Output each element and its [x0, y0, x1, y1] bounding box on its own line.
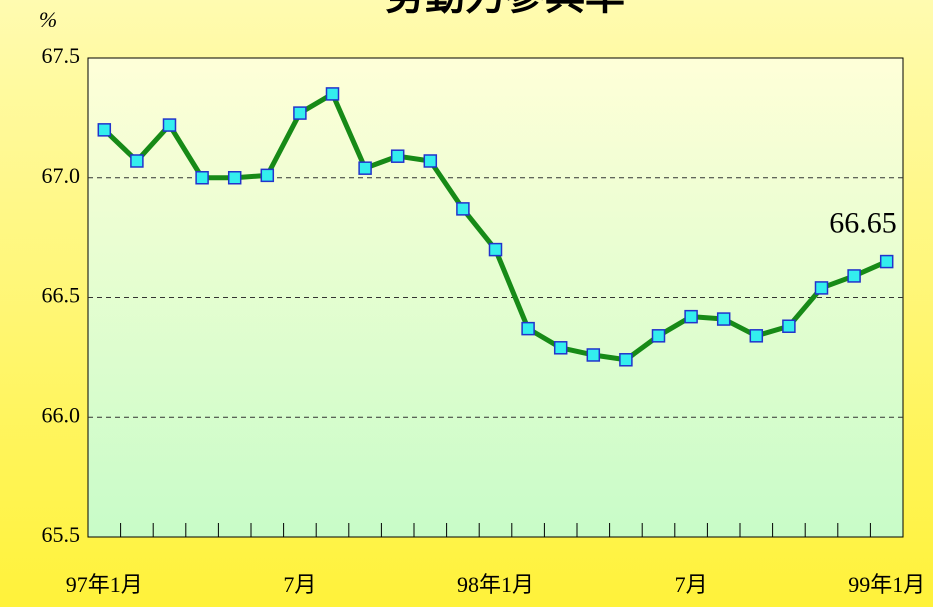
x-tick-label: 7月 — [283, 572, 316, 597]
marker — [423, 154, 438, 168]
marker — [553, 341, 568, 355]
marker — [130, 154, 144, 168]
marker — [651, 329, 666, 343]
marker — [488, 242, 503, 257]
marker — [162, 118, 177, 132]
marker — [847, 269, 861, 283]
data-label: 66.65 — [829, 206, 897, 239]
y-tick-label: 66.0 — [42, 402, 81, 427]
marker — [749, 329, 764, 343]
x-tick-label: 7月 — [675, 572, 708, 597]
x-tick-label: 98年1月 — [457, 572, 534, 597]
marker — [684, 309, 698, 324]
chart-title: 勞動力參與率 — [385, 0, 625, 18]
marker — [227, 171, 242, 185]
marker — [586, 348, 601, 362]
y-tick-label: 67.0 — [42, 163, 81, 188]
marker — [879, 254, 894, 269]
y-axis-label: % — [39, 7, 57, 32]
y-tick-label: 65.5 — [42, 522, 81, 547]
x-tick-label: 99年1月 — [848, 572, 925, 597]
marker — [97, 123, 112, 137]
marker — [716, 312, 731, 326]
marker — [814, 281, 829, 295]
marker — [619, 353, 633, 367]
marker — [325, 87, 340, 101]
marker — [782, 319, 796, 333]
marker — [390, 149, 405, 163]
marker — [293, 106, 307, 120]
y-tick-label: 67.5 — [42, 43, 81, 68]
marker — [456, 202, 470, 216]
y-tick-label: 66.5 — [42, 283, 81, 308]
marker — [358, 161, 372, 175]
marker — [195, 171, 209, 185]
marker — [521, 321, 535, 336]
x-tick-label: 97年1月 — [66, 572, 143, 597]
marker — [260, 168, 275, 183]
